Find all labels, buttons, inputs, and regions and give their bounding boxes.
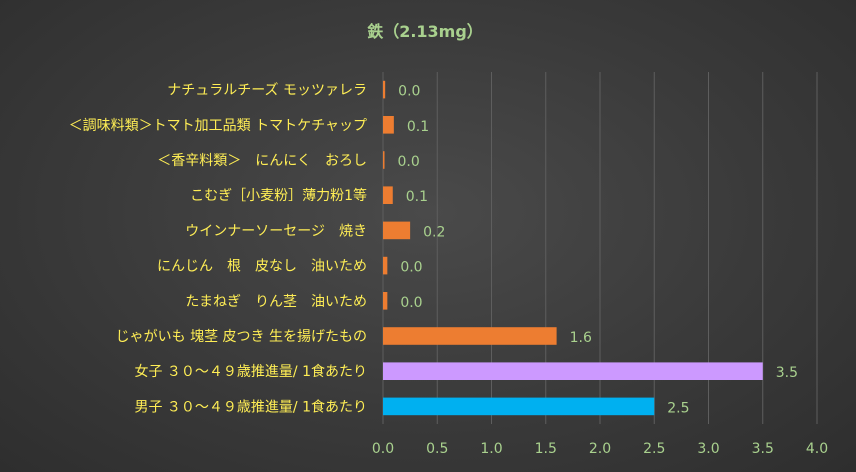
bar (383, 362, 763, 380)
gridlines (382, 72, 818, 424)
category-label: ＜香辛料類＞ にんにく おろし (157, 153, 367, 169)
data-label: 0.0 (398, 154, 420, 170)
category-labels: ナチュラルチーズ モッツァレラ ＜調味料類＞トマト加工品類 トマトケチャップ ＜香辛… (69, 83, 367, 416)
data-label: 0.0 (398, 84, 420, 100)
category-label: こむぎ［小麦粉］薄力粉1等 (190, 187, 367, 204)
category-label: ＜調味料類＞トマト加工品類 トマトケチャップ (69, 118, 367, 134)
x-tick-label: 2.0 (589, 441, 611, 457)
data-label: 0.0 (400, 295, 422, 311)
data-label: 0.0 (400, 260, 422, 276)
category-label: にんじん 根 皮なし 油いため (157, 259, 367, 275)
x-tick-label: 3.0 (697, 441, 719, 457)
x-tick-label: 4.0 (806, 441, 828, 457)
bar (383, 151, 385, 169)
data-label: 3.5 (776, 365, 798, 381)
data-label: 0.1 (407, 119, 429, 135)
data-label: 0.2 (423, 224, 445, 240)
bar (383, 327, 557, 345)
bar (383, 186, 393, 204)
data-label: 1.6 (570, 330, 592, 346)
bar (383, 221, 411, 240)
x-axis-ticks: 0.0 0.5 1.0 1.5 2.0 2.5 3.0 3.5 4.0 (372, 441, 828, 457)
chart-title: 鉄（2.13mg） (367, 22, 483, 41)
bar (383, 256, 388, 275)
x-tick-label: 2.5 (643, 441, 665, 457)
data-label: 0.1 (406, 189, 428, 205)
x-tick-label: 0.5 (426, 441, 448, 457)
category-label: じゃがいも 塊茎 皮つき 生を揚げたもの (116, 328, 367, 345)
category-label: 女子 ３０～４９歳推進量/ 1食あたり (134, 363, 367, 380)
category-label: ナチュラルチーズ モッツァレラ (167, 83, 367, 99)
x-tick-label: 1.0 (480, 441, 502, 457)
x-tick-label: 0.0 (372, 441, 394, 457)
category-label: たまねぎ りん茎 油いため (185, 294, 367, 310)
data-labels: 0.0 0.1 0.0 0.1 0.2 0.0 0.0 1.6 3.5 2.5 (398, 84, 799, 417)
data-label: 2.5 (667, 400, 689, 416)
x-tick-label: 1.5 (535, 441, 557, 457)
bar (383, 80, 386, 99)
x-tick-label: 3.5 (752, 441, 774, 457)
bar (383, 116, 394, 134)
bar (383, 397, 655, 416)
category-label: 男子 ３０～４９歳推進量/ 1食あたり (134, 398, 367, 415)
category-label: ウインナーソーセージ 焼き (185, 223, 367, 239)
bar (383, 292, 388, 310)
bars (383, 80, 763, 416)
